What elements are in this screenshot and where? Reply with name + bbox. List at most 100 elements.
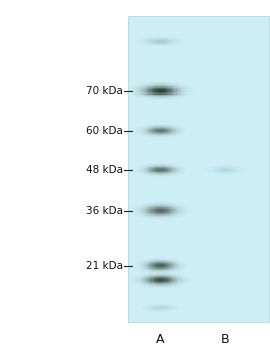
Bar <box>152 165 153 166</box>
Bar <box>173 284 174 285</box>
Bar <box>216 174 217 175</box>
Bar <box>155 85 157 86</box>
Bar <box>226 175 227 176</box>
Bar <box>153 212 154 213</box>
Bar <box>173 206 174 207</box>
Bar <box>174 128 175 129</box>
Bar <box>172 92 173 93</box>
Bar <box>152 259 153 260</box>
Bar <box>154 262 155 263</box>
Bar <box>180 167 181 168</box>
Bar <box>241 172 242 173</box>
Bar <box>167 271 168 272</box>
Bar <box>190 90 191 91</box>
Bar <box>142 95 144 96</box>
Bar <box>156 278 157 279</box>
Bar <box>162 278 163 279</box>
Bar <box>185 86 186 87</box>
Bar <box>144 129 146 130</box>
Bar <box>140 83 141 84</box>
Text: 48 kDa: 48 kDa <box>86 165 123 175</box>
Bar <box>181 41 182 42</box>
Bar <box>213 166 214 167</box>
Bar <box>146 280 147 281</box>
Bar <box>180 286 181 287</box>
Bar <box>160 210 161 211</box>
Bar <box>146 287 147 288</box>
Bar <box>169 203 170 204</box>
Bar <box>144 44 146 45</box>
Bar <box>162 162 163 163</box>
Bar <box>153 284 154 285</box>
Bar <box>166 266 167 267</box>
Bar <box>163 126 164 127</box>
Bar <box>171 217 172 218</box>
Bar <box>160 216 161 217</box>
Bar <box>182 208 183 209</box>
Bar <box>172 99 173 100</box>
Bar <box>154 130 155 131</box>
Bar <box>139 85 140 86</box>
Bar <box>141 282 142 283</box>
Bar <box>170 91 171 92</box>
Bar <box>165 176 166 177</box>
Bar <box>150 43 151 44</box>
Bar <box>143 260 144 261</box>
Bar <box>150 135 151 136</box>
Bar <box>186 89 187 90</box>
Bar <box>151 209 153 210</box>
Bar <box>161 268 162 269</box>
Bar <box>153 137 154 138</box>
Bar <box>138 261 139 262</box>
Bar <box>149 38 150 39</box>
Bar <box>147 168 149 169</box>
Bar <box>132 91 133 92</box>
Bar <box>153 203 154 204</box>
Bar <box>150 218 151 219</box>
Bar <box>159 276 160 277</box>
Bar <box>151 174 152 175</box>
Bar <box>160 205 161 206</box>
Bar <box>176 271 177 272</box>
Bar <box>170 262 171 263</box>
Bar <box>175 131 176 132</box>
Bar <box>148 277 149 278</box>
Bar <box>146 86 147 87</box>
Bar <box>170 82 171 83</box>
Bar <box>148 169 150 170</box>
Bar <box>164 132 165 133</box>
Bar <box>161 212 162 213</box>
Bar <box>183 279 184 280</box>
Bar <box>159 88 160 89</box>
Bar <box>163 98 164 99</box>
Bar <box>147 127 149 128</box>
Bar <box>154 260 155 261</box>
Bar <box>161 206 162 207</box>
Bar <box>183 209 184 210</box>
Bar <box>146 270 147 271</box>
Bar <box>176 39 177 40</box>
Bar <box>155 263 156 264</box>
Bar <box>164 43 165 44</box>
Bar <box>171 90 172 91</box>
Bar <box>163 89 164 90</box>
Bar <box>135 283 136 284</box>
Bar <box>140 212 141 213</box>
Bar <box>152 163 153 164</box>
Bar <box>169 263 170 264</box>
Bar <box>168 219 169 220</box>
Bar <box>171 38 172 39</box>
Bar <box>152 44 153 45</box>
Bar <box>160 126 161 127</box>
Bar <box>142 280 143 281</box>
Bar <box>157 43 158 44</box>
Bar <box>140 97 141 98</box>
Bar <box>177 282 178 283</box>
Bar <box>172 89 173 90</box>
Bar <box>151 274 153 275</box>
Bar <box>142 91 144 92</box>
Bar <box>173 212 174 213</box>
Bar <box>168 213 169 214</box>
Bar <box>168 258 169 259</box>
Bar <box>167 213 168 214</box>
